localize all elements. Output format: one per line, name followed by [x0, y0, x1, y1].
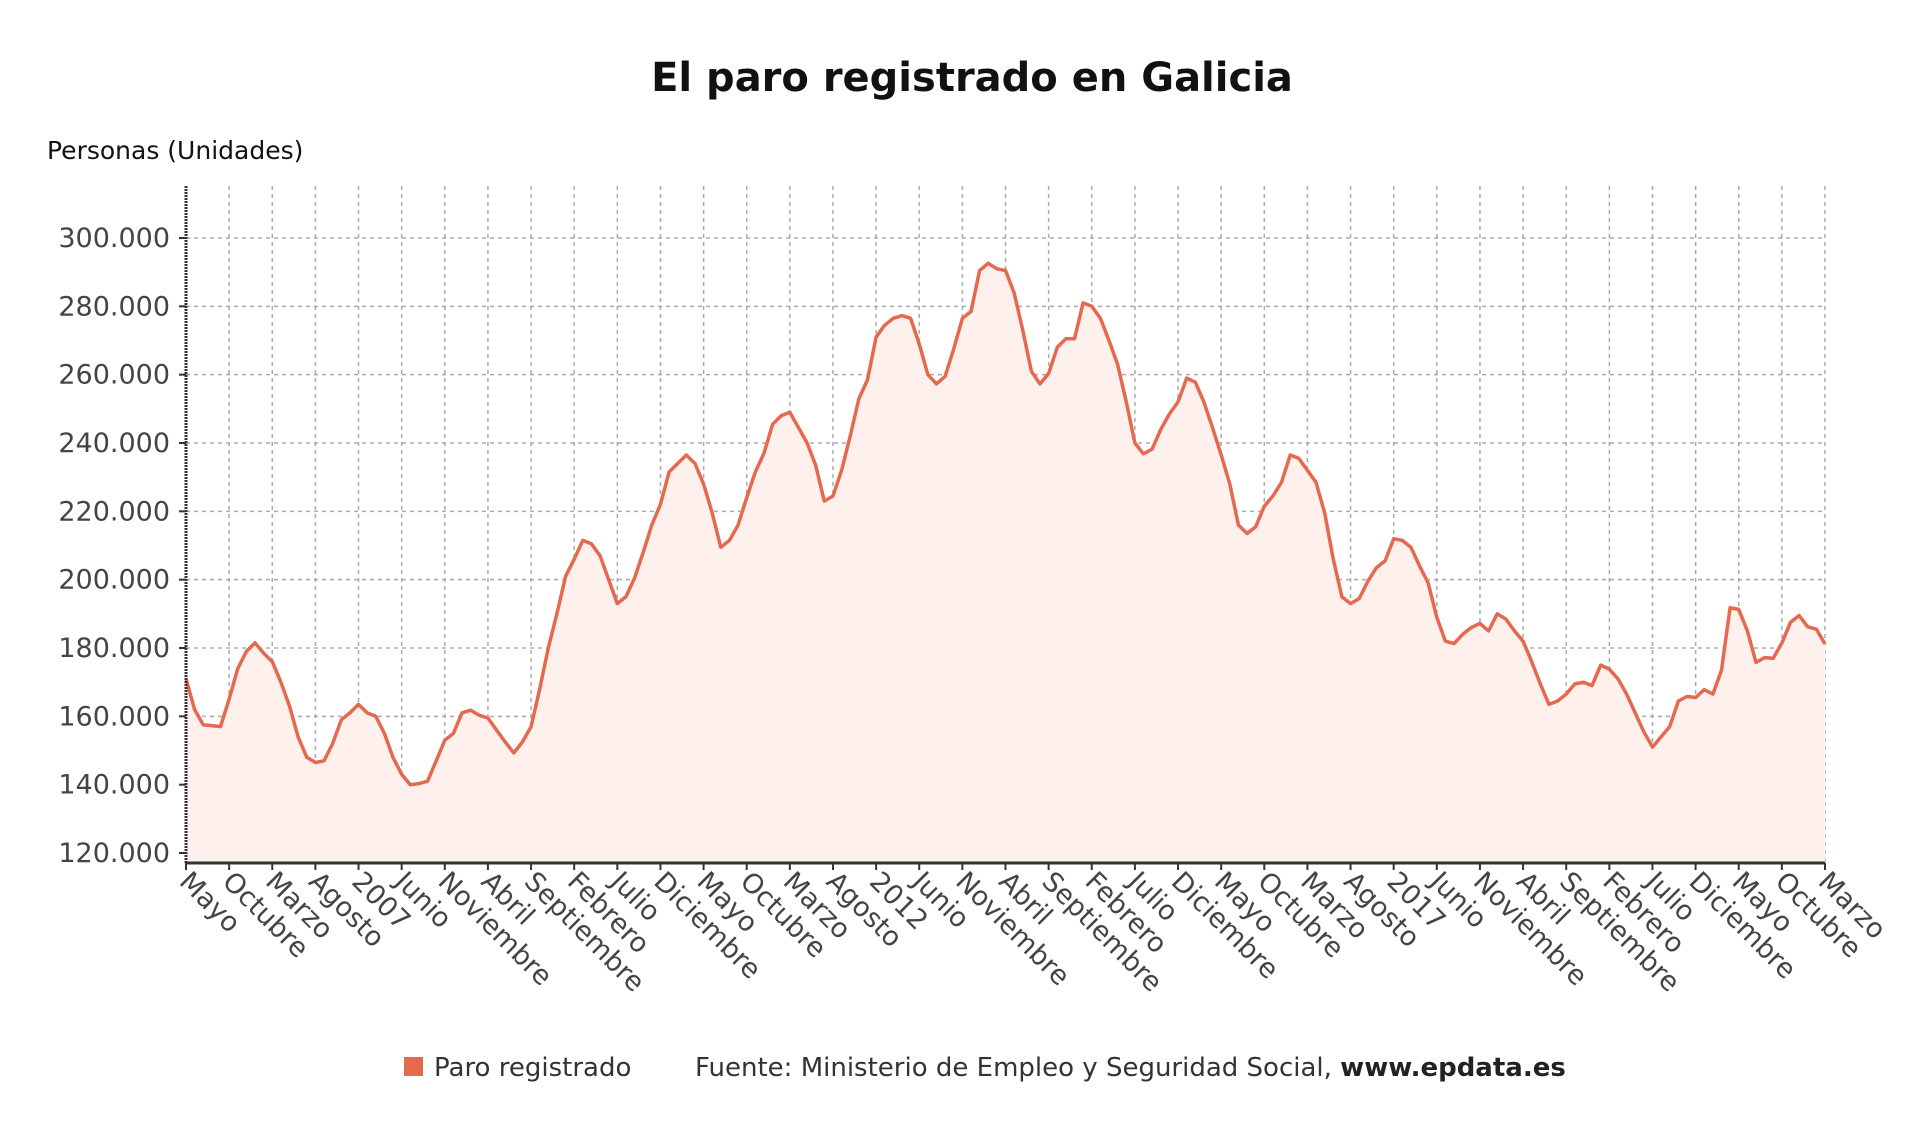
x-ticks: MayoOctubreMarzoAgosto2007JunioNoviembre… [173, 863, 1892, 998]
y-tick-label: 260.000 [58, 360, 170, 391]
y-tick-label: 180.000 [58, 633, 170, 664]
y-tick-label: 280.000 [58, 291, 170, 322]
y-tick-label: 300.000 [58, 223, 170, 254]
y-ticks: 120.000 140.000 160.000 180.000 200.000 220.0… [58, 223, 186, 869]
source-text: Fuente: Ministerio de Empleo y Seguridad… [695, 1053, 1566, 1083]
chart-title: El paro registrado en Galicia [651, 55, 1293, 101]
y-tick-label: 200.000 [58, 565, 170, 596]
series-area [186, 263, 1825, 863]
y-tick-label: 220.000 [58, 496, 170, 527]
y-tick-label: 140.000 [58, 770, 170, 801]
y-tick-label: 240.000 [58, 428, 170, 459]
legend-label: Paro registrado [434, 1053, 631, 1083]
y-axis-label: Personas (Unidades) [47, 136, 303, 165]
legend-swatch [404, 1057, 423, 1076]
series-line [184, 261, 1827, 787]
source-label: Fuente: Ministerio de Empleo y Seguridad… [695, 1053, 1340, 1083]
source-site[interactable]: www.epdata.es [1340, 1053, 1566, 1083]
y-tick-label: 120.000 [58, 838, 170, 869]
y-tick-label: 160.000 [58, 701, 170, 732]
